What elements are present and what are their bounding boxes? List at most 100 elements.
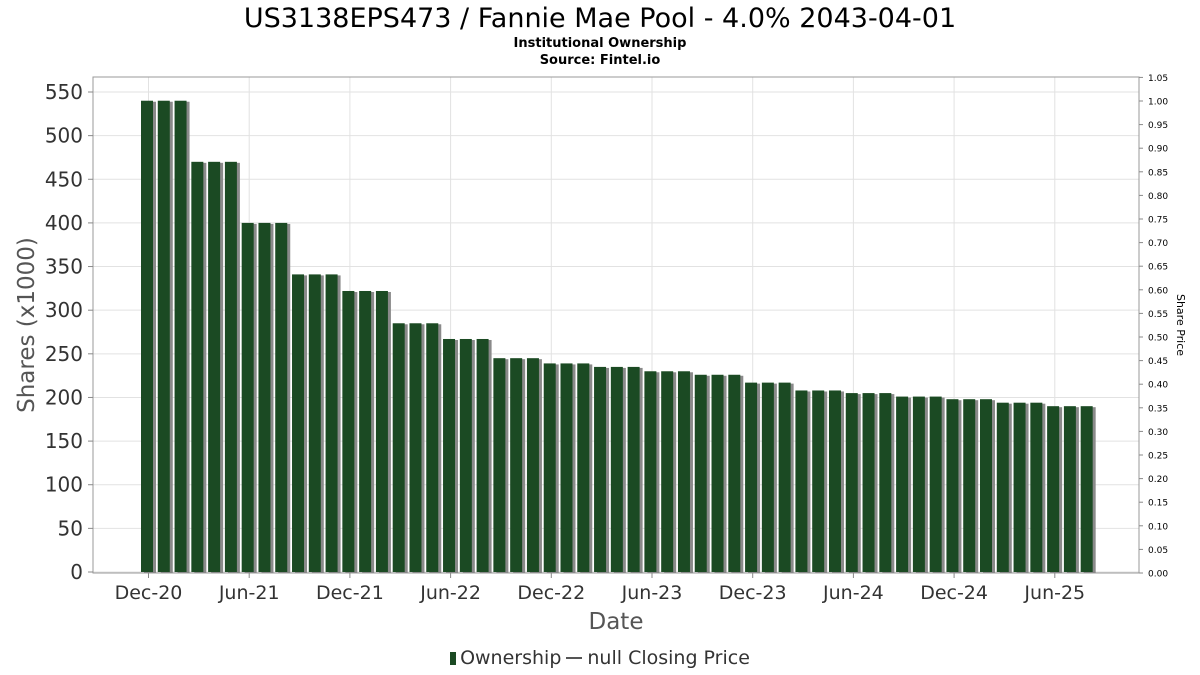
bar	[929, 396, 942, 572]
bar	[224, 161, 237, 572]
bar	[577, 363, 590, 572]
y2-tick-label: 1.00	[1148, 98, 1168, 108]
x-tick-label: Dec-20	[115, 582, 183, 604]
bar	[275, 222, 288, 572]
legend-ownership-swatch	[450, 652, 457, 665]
y-tick-label: 550	[45, 80, 83, 104]
bar	[157, 100, 170, 573]
bar	[342, 290, 355, 572]
bar	[241, 222, 254, 572]
bar	[476, 338, 489, 572]
bar	[292, 274, 305, 572]
y2-tick-label: 0.90	[1148, 145, 1168, 155]
y2-tick-label: 0.10	[1148, 522, 1168, 532]
bar	[1080, 406, 1093, 572]
bar	[912, 396, 925, 572]
legend: Ownership null Closing Price	[0, 647, 1200, 669]
y-axis-label: Shares (x1000)	[14, 237, 40, 413]
y-tick-label: 200	[45, 385, 83, 409]
bar	[963, 399, 976, 572]
bar	[996, 402, 1009, 572]
bar	[543, 363, 556, 572]
y2-tick-label: 1.05	[1148, 74, 1168, 84]
x-axis-label: Date	[589, 609, 644, 635]
bar	[862, 393, 875, 572]
bar	[325, 274, 338, 572]
x-tick-label: Dec-23	[719, 582, 787, 604]
bar	[426, 323, 439, 572]
y2-tick-label: 0.40	[1148, 381, 1168, 391]
y2-tick-label: 0.95	[1148, 121, 1168, 131]
y-tick-label: 400	[45, 211, 83, 235]
legend-price-line	[566, 657, 583, 659]
y2-tick-label: 0.30	[1148, 428, 1168, 438]
y2-tick-label: 0.70	[1148, 239, 1168, 249]
bar	[191, 161, 204, 572]
bar	[510, 358, 523, 572]
chart-title: US3138EPS473 / Fannie Mae Pool - 4.0% 20…	[244, 3, 956, 34]
y2-tick-label: 0.20	[1148, 475, 1168, 485]
bar	[359, 290, 372, 572]
legend-ownership-label: Ownership	[460, 647, 562, 669]
y2-tick-label: 0.35	[1148, 404, 1168, 414]
bar	[812, 390, 825, 572]
y-tick-label: 300	[45, 298, 83, 322]
bar	[174, 100, 187, 573]
bar	[560, 363, 573, 572]
bar	[711, 374, 724, 572]
y2-tick-label: 0.65	[1148, 263, 1168, 273]
bar	[627, 366, 640, 572]
y-tick-label: 100	[45, 473, 83, 497]
bar	[761, 382, 774, 572]
bar	[1063, 406, 1076, 572]
y-tick-label: 450	[45, 167, 83, 191]
x-tick-label: Dec-24	[920, 582, 988, 604]
y2-tick-label: 0.25	[1148, 452, 1168, 462]
y-axis-right: 0.00 0.05 0.10 0.15 0.20 0.25 0.30 0.35 0.40 0.45…	[1139, 74, 1168, 580]
bar	[409, 323, 422, 572]
y2-tick-label: 0.45	[1148, 357, 1168, 367]
bar	[677, 371, 690, 572]
x-tick-label: Jun-23	[621, 582, 683, 604]
bar	[879, 393, 892, 572]
bar	[644, 371, 657, 572]
y2-tick-label: 0.50	[1148, 334, 1168, 344]
y2-tick-label: 0.80	[1148, 192, 1168, 202]
bar	[208, 161, 221, 572]
y-tick-label: 0	[70, 560, 83, 584]
bar	[443, 338, 456, 572]
y-tick-label: 350	[45, 255, 83, 279]
y2-axis-label: Share Price	[1174, 294, 1187, 356]
bar-series-ownership	[141, 100, 1096, 574]
bar	[661, 371, 674, 572]
bar	[392, 323, 405, 572]
bar	[493, 358, 506, 572]
chart-source: Source: Fintel.io	[540, 53, 661, 68]
x-axis: Dec-20 Jun-21 Dec-21 Jun-22 Dec-22 Jun-23 Dec-…	[115, 573, 1085, 604]
x-tick-label: Jun-24	[822, 582, 884, 604]
bar	[526, 358, 539, 572]
bar	[1047, 406, 1060, 572]
x-tick-label: Jun-25	[1023, 582, 1085, 604]
x-tick-label: Dec-21	[316, 582, 384, 604]
y2-tick-label: 0.75	[1148, 216, 1168, 226]
y-tick-label: 150	[45, 429, 83, 453]
bar	[694, 374, 707, 572]
bar	[375, 290, 388, 572]
y2-tick-label: 0.85	[1148, 168, 1168, 178]
y2-tick-label: 0.05	[1148, 546, 1168, 556]
y2-tick-label: 0.60	[1148, 286, 1168, 296]
y-tick-label: 500	[45, 124, 83, 148]
bar	[258, 222, 271, 572]
y-tick-label: 50	[58, 516, 83, 540]
y2-tick-label: 0.55	[1148, 310, 1168, 320]
bar	[459, 338, 472, 572]
x-tick-label: Jun-21	[218, 582, 280, 604]
bar	[728, 374, 741, 572]
bar	[141, 100, 153, 573]
bar	[594, 366, 607, 572]
bar	[745, 382, 758, 572]
ownership-chart: US3138EPS473 / Fannie Mae Pool - 4.0% 20…	[14, 3, 1187, 635]
y2-tick-label: 0.15	[1148, 499, 1168, 509]
bar	[845, 393, 858, 572]
